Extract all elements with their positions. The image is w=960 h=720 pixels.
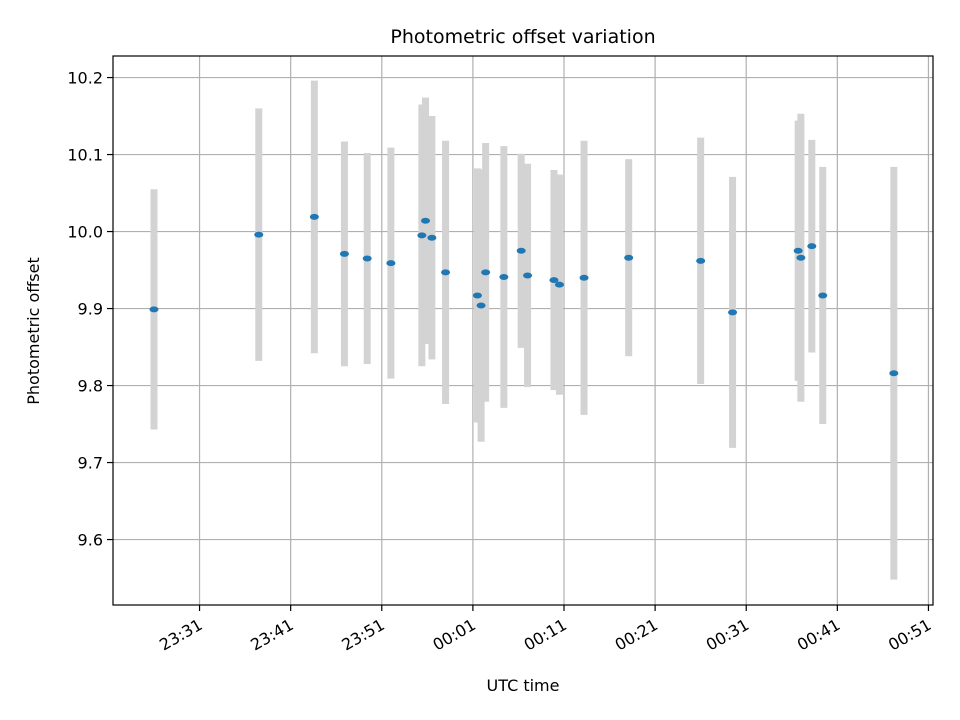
data-point xyxy=(499,273,509,280)
y-axis-label: Photometric offset xyxy=(24,257,43,405)
data-point xyxy=(818,292,828,299)
data-point xyxy=(579,274,589,281)
data-point xyxy=(728,309,738,316)
y-tick-label: 9.6 xyxy=(78,531,103,550)
y-tick-label: 10.1 xyxy=(67,146,103,165)
data-point xyxy=(362,255,372,262)
data-point xyxy=(254,231,264,238)
y-tick-label: 10.0 xyxy=(67,223,103,242)
data-point xyxy=(554,281,564,288)
data-point xyxy=(386,260,396,267)
data-point xyxy=(427,234,437,241)
y-tick-label: 9.8 xyxy=(78,377,103,396)
data-point xyxy=(417,232,427,239)
data-point xyxy=(793,247,803,254)
points xyxy=(149,213,899,377)
y-tick-label: 9.7 xyxy=(78,454,103,473)
data-point xyxy=(624,254,634,261)
data-point xyxy=(476,302,486,309)
data-point xyxy=(309,213,319,220)
chart-title: Photometric offset variation xyxy=(390,26,655,48)
data-point xyxy=(481,269,491,276)
data-point xyxy=(149,306,159,313)
data-point xyxy=(807,243,817,250)
data-point xyxy=(523,272,533,279)
data-point xyxy=(441,269,451,276)
y-axis-ticks: 9.6 9.7 9.8 9.9 10.0 10.1 10.2 xyxy=(67,69,113,550)
plot-frame xyxy=(112,55,934,606)
data-point xyxy=(516,247,526,254)
y-tick-label: 9.9 xyxy=(78,300,103,319)
data-point xyxy=(889,370,899,377)
data-point xyxy=(472,292,482,299)
data-point xyxy=(549,277,559,284)
data-point xyxy=(796,254,806,261)
y-tick-label: 10.2 xyxy=(67,69,103,88)
x-axis-label: UTC time xyxy=(487,676,560,695)
data-point xyxy=(696,257,706,264)
data-point xyxy=(339,250,349,257)
data-point xyxy=(421,217,431,224)
